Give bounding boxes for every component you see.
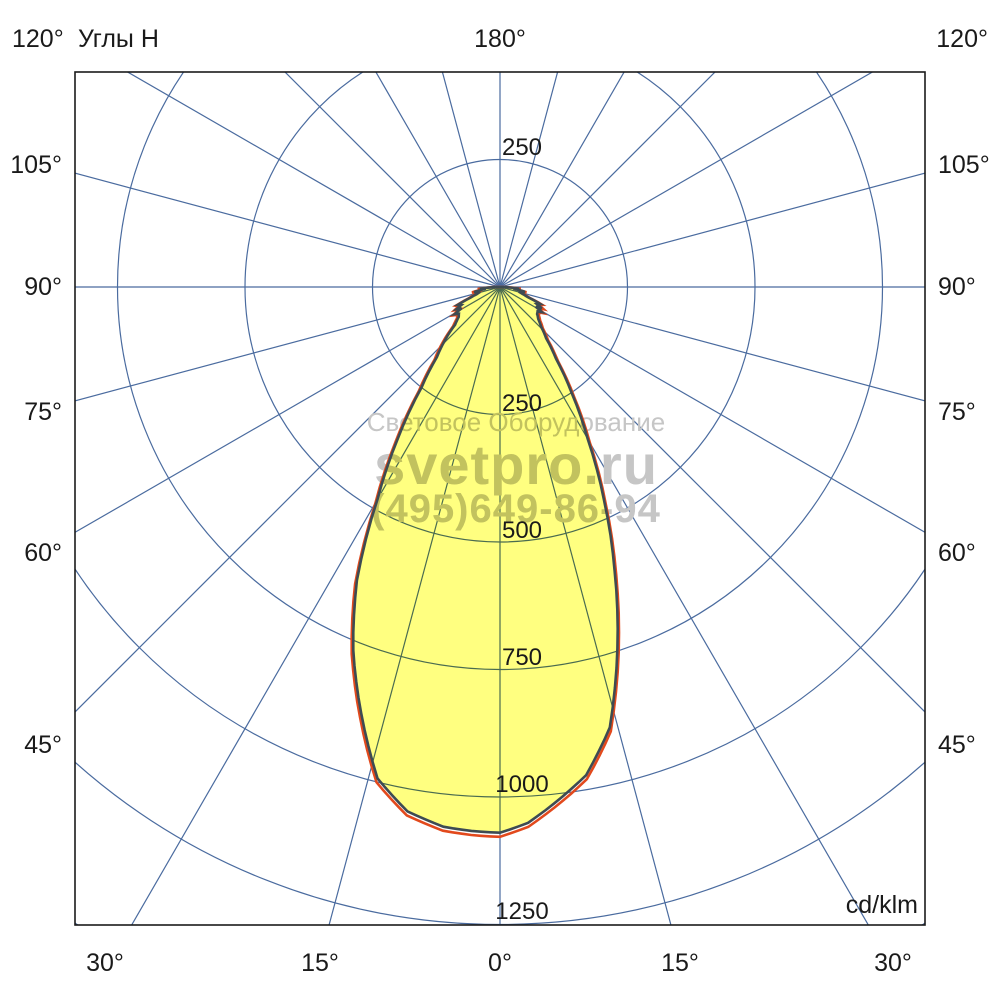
grid-ray-315	[75, 286, 501, 713]
left-angle-label-45: 45°	[24, 731, 62, 759]
ring-label-1000: 1000	[495, 771, 548, 798]
right-angle-label-90: 90°	[938, 273, 976, 301]
curve-c90-c270	[352, 285, 620, 835]
left-angle-label-75: 75°	[24, 398, 62, 426]
grid-ray-105	[499, 172, 925, 288]
right-angle-label-75: 75°	[938, 398, 976, 426]
ring-label-1250: 1250	[495, 898, 548, 925]
right-angle-label-60: 60°	[938, 539, 976, 567]
grid-ray-60	[499, 286, 925, 534]
grid-ray-45	[499, 286, 925, 713]
grid-ray-240	[126, 72, 501, 288]
right-angle-label-105: 105°	[938, 151, 990, 179]
chart-title: Углы Н	[78, 25, 159, 53]
grid-ray-255	[75, 172, 501, 288]
chart-labels: 120° Углы Н 180° 120° 105° 90° 75° 60° 4…	[10, 25, 989, 977]
watermark-phone: (495)649-86-94	[371, 487, 661, 531]
grid-ray-15	[499, 287, 618, 833]
grid-ray-135	[499, 72, 716, 288]
grid-ray-210	[375, 72, 501, 288]
left-angle-label-105: 105°	[10, 151, 62, 179]
grid-ray-165	[499, 72, 559, 288]
right-angle-label-45: 45°	[938, 731, 976, 759]
corner-angle-label-top-right: 120°	[936, 25, 988, 53]
grid-ray-120	[499, 72, 874, 288]
bottom-angle-label-30L: 30°	[86, 949, 124, 977]
grid-ray-300	[75, 286, 501, 534]
left-angle-label-90: 90°	[24, 273, 62, 301]
ring-label-250-above: 250	[502, 134, 542, 161]
grid-ray-30	[499, 287, 618, 833]
bottom-angle-label-30R: 30°	[874, 949, 912, 977]
corner-angle-label-top-left: 120°	[12, 25, 64, 53]
grid-ray-225	[284, 72, 501, 288]
bottom-angle-label-0: 0°	[488, 949, 512, 977]
top-center-angle-label: 180°	[474, 25, 526, 53]
grid-ray-285	[75, 286, 501, 402]
bottom-angle-label-15L: 15°	[301, 949, 339, 977]
ring-label-500: 500	[502, 517, 542, 544]
watermark-site: svetpro.ru	[374, 433, 658, 496]
beam-fill	[353, 287, 618, 833]
grid-ray-330	[353, 287, 501, 833]
left-angle-label-60: 60°	[24, 539, 62, 567]
grid-ray-195	[441, 72, 501, 288]
plot-border	[74, 71, 926, 926]
ring-label-250: 250	[502, 390, 542, 417]
grid-ray-75	[499, 286, 925, 402]
ring-label-750: 750	[502, 644, 542, 671]
bottom-angle-label-15R: 15°	[661, 949, 699, 977]
unit-label: cd/klm	[846, 891, 918, 919]
watermark-inside-beam: Световое Оборудование svetpro.ru (495)64…	[367, 407, 661, 531]
grid-ray-150	[499, 72, 625, 288]
